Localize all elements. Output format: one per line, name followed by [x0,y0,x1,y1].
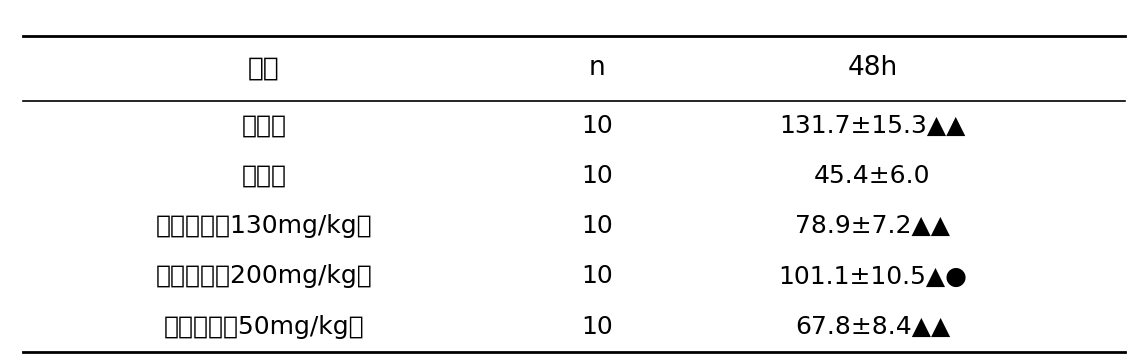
Text: 67.8±8.4▲▲: 67.8±8.4▲▲ [794,315,951,339]
Text: 48h: 48h [847,55,898,81]
Text: 落新妇苷（200mg/kg）: 落新妇苷（200mg/kg） [156,265,372,288]
Text: 模型组: 模型组 [241,164,287,188]
Text: 10: 10 [581,164,613,188]
Text: 正常组: 正常组 [241,114,287,137]
Text: 131.7±15.3▲▲: 131.7±15.3▲▲ [779,114,965,137]
Text: 组别: 组别 [248,55,280,81]
Text: 78.9±7.2▲▲: 78.9±7.2▲▲ [794,214,951,238]
Text: 45.4±6.0: 45.4±6.0 [814,164,931,188]
Text: 血塞通组（130mg/kg）: 血塞通组（130mg/kg） [156,214,372,238]
Text: 101.1±10.5▲●: 101.1±10.5▲● [778,265,967,288]
Text: n: n [589,55,605,81]
Text: 10: 10 [581,265,613,288]
Text: 落新妇苷（50mg/kg）: 落新妇苷（50mg/kg） [164,315,364,339]
Text: 10: 10 [581,315,613,339]
Text: 10: 10 [581,114,613,137]
Text: 10: 10 [581,214,613,238]
